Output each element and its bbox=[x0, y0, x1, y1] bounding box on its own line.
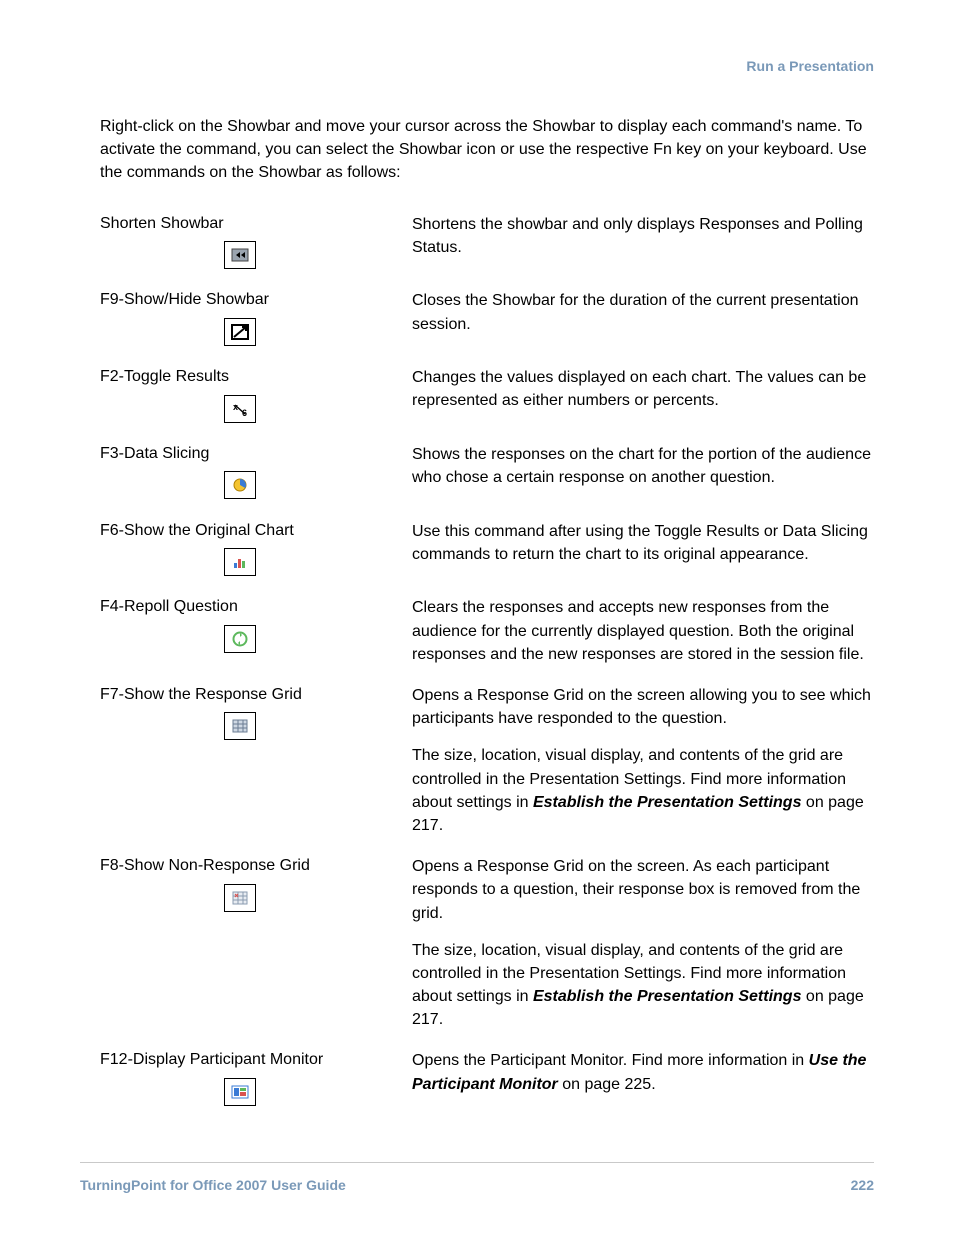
footer-doc-title: TurningPoint for Office 2007 User Guide bbox=[80, 1177, 346, 1193]
description-paragraph: Opens a Response Grid on the screen. As … bbox=[412, 855, 874, 925]
toggle-results-icon: x6 bbox=[230, 400, 250, 418]
showhide-icon bbox=[224, 318, 256, 346]
description-paragraph: The size, location, visual display, and … bbox=[412, 939, 874, 1032]
svg-text:6: 6 bbox=[242, 408, 247, 418]
description-text: Use this command after using the Toggle … bbox=[412, 523, 868, 563]
command-description: Shows the responses on the chart for the… bbox=[412, 443, 874, 489]
toggle-results-icon: x6 bbox=[224, 395, 256, 423]
footer-rule bbox=[80, 1162, 874, 1163]
command-label: F12-Display Participant Monitor bbox=[100, 1049, 412, 1071]
command-label: F6-Show the Original Chart bbox=[100, 520, 412, 542]
command-left: F12-Display Participant Monitor bbox=[100, 1049, 412, 1108]
command-row: F7-Show the Response GridOpens a Respons… bbox=[100, 684, 874, 837]
command-left: F8-Show Non-Response Grid bbox=[100, 855, 412, 914]
repoll-icon bbox=[230, 630, 250, 648]
description-paragraph: Shows the responses on the chart for the… bbox=[412, 443, 874, 489]
description-text: Opens the Participant Monitor. Find more… bbox=[412, 1052, 809, 1069]
command-description: Changes the values displayed on each cha… bbox=[412, 366, 874, 412]
participant-monitor-icon bbox=[230, 1083, 250, 1101]
page-content: Right-click on the Showbar and move your… bbox=[100, 115, 874, 1126]
participant-monitor-icon bbox=[224, 1078, 256, 1106]
command-description: Opens the Participant Monitor. Find more… bbox=[412, 1049, 874, 1095]
description-paragraph: Shortens the showbar and only displays R… bbox=[412, 213, 874, 259]
command-description: Closes the Showbar for the duration of t… bbox=[412, 289, 874, 335]
command-left: F7-Show the Response Grid bbox=[100, 684, 412, 743]
description-paragraph: Closes the Showbar for the duration of t… bbox=[412, 289, 874, 335]
original-chart-icon bbox=[224, 548, 256, 576]
command-description: Opens a Response Grid on the screen. As … bbox=[412, 855, 874, 1031]
command-label: F2-Toggle Results bbox=[100, 366, 412, 388]
shorten-icon bbox=[230, 246, 250, 264]
command-description: Opens a Response Grid on the screen allo… bbox=[412, 684, 874, 837]
showhide-icon bbox=[230, 323, 250, 341]
original-chart-icon bbox=[230, 553, 250, 571]
page-footer: TurningPoint for Office 2007 User Guide … bbox=[80, 1177, 874, 1193]
command-row: F8-Show Non-Response GridOpens a Respons… bbox=[100, 855, 874, 1031]
command-label: F7-Show the Response Grid bbox=[100, 684, 412, 706]
non-response-grid-icon bbox=[224, 884, 256, 912]
command-left: Shorten Showbar bbox=[100, 213, 412, 272]
description-tail: on page 225. bbox=[558, 1076, 656, 1093]
command-description: Shortens the showbar and only displays R… bbox=[412, 213, 874, 259]
description-paragraph: Changes the values displayed on each cha… bbox=[412, 366, 874, 412]
description-paragraph: Opens a Response Grid on the screen allo… bbox=[412, 684, 874, 730]
command-label: Shorten Showbar bbox=[100, 213, 412, 235]
description-text: Changes the values displayed on each cha… bbox=[412, 369, 866, 409]
command-description: Use this command after using the Toggle … bbox=[412, 520, 874, 566]
shorten-icon bbox=[224, 241, 256, 269]
description-paragraph: The size, location, visual display, and … bbox=[412, 744, 874, 837]
command-row: F6-Show the Original ChartUse this comma… bbox=[100, 520, 874, 579]
command-row: F2-Toggle Results x6 Changes the values di… bbox=[100, 366, 874, 425]
command-left: F3-Data Slicing bbox=[100, 443, 412, 502]
cross-reference: Establish the Presentation Settings bbox=[533, 794, 802, 811]
command-left: F2-Toggle Results x6 bbox=[100, 366, 412, 425]
command-row: F3-Data SlicingShows the responses on th… bbox=[100, 443, 874, 502]
command-label: F3-Data Slicing bbox=[100, 443, 412, 465]
commands-table: Shorten ShowbarShortens the showbar and … bbox=[100, 213, 874, 1109]
page-header-section: Run a Presentation bbox=[746, 58, 874, 74]
command-left: F9-Show/Hide Showbar bbox=[100, 289, 412, 348]
description-text: Opens a Response Grid on the screen. As … bbox=[412, 858, 860, 921]
response-grid-icon bbox=[224, 712, 256, 740]
description-paragraph: Clears the responses and accepts new res… bbox=[412, 596, 874, 666]
footer-page-number: 222 bbox=[851, 1177, 874, 1193]
command-row: F12-Display Participant MonitorOpens the… bbox=[100, 1049, 874, 1108]
description-paragraph: Opens the Participant Monitor. Find more… bbox=[412, 1049, 874, 1095]
data-slicing-icon bbox=[230, 476, 250, 494]
description-text: Shortens the showbar and only displays R… bbox=[412, 216, 863, 256]
command-row: Shorten ShowbarShortens the showbar and … bbox=[100, 213, 874, 272]
non-response-grid-icon bbox=[230, 889, 250, 907]
description-text: Opens a Response Grid on the screen allo… bbox=[412, 687, 871, 727]
command-label: F8-Show Non-Response Grid bbox=[100, 855, 412, 877]
response-grid-icon bbox=[230, 717, 250, 735]
cross-reference: Establish the Presentation Settings bbox=[533, 988, 802, 1005]
command-label: F4-Repoll Question bbox=[100, 596, 412, 618]
description-paragraph: Use this command after using the Toggle … bbox=[412, 520, 874, 566]
command-left: F4-Repoll Question bbox=[100, 596, 412, 655]
description-text: Closes the Showbar for the duration of t… bbox=[412, 292, 858, 332]
data-slicing-icon bbox=[224, 471, 256, 499]
command-left: F6-Show the Original Chart bbox=[100, 520, 412, 579]
description-text: Clears the responses and accepts new res… bbox=[412, 599, 864, 662]
command-row: F4-Repoll QuestionClears the responses a… bbox=[100, 596, 874, 666]
intro-paragraph: Right-click on the Showbar and move your… bbox=[100, 115, 874, 185]
description-text: Shows the responses on the chart for the… bbox=[412, 446, 871, 486]
repoll-icon bbox=[224, 625, 256, 653]
command-description: Clears the responses and accepts new res… bbox=[412, 596, 874, 666]
command-label: F9-Show/Hide Showbar bbox=[100, 289, 412, 311]
command-row: F9-Show/Hide ShowbarCloses the Showbar f… bbox=[100, 289, 874, 348]
